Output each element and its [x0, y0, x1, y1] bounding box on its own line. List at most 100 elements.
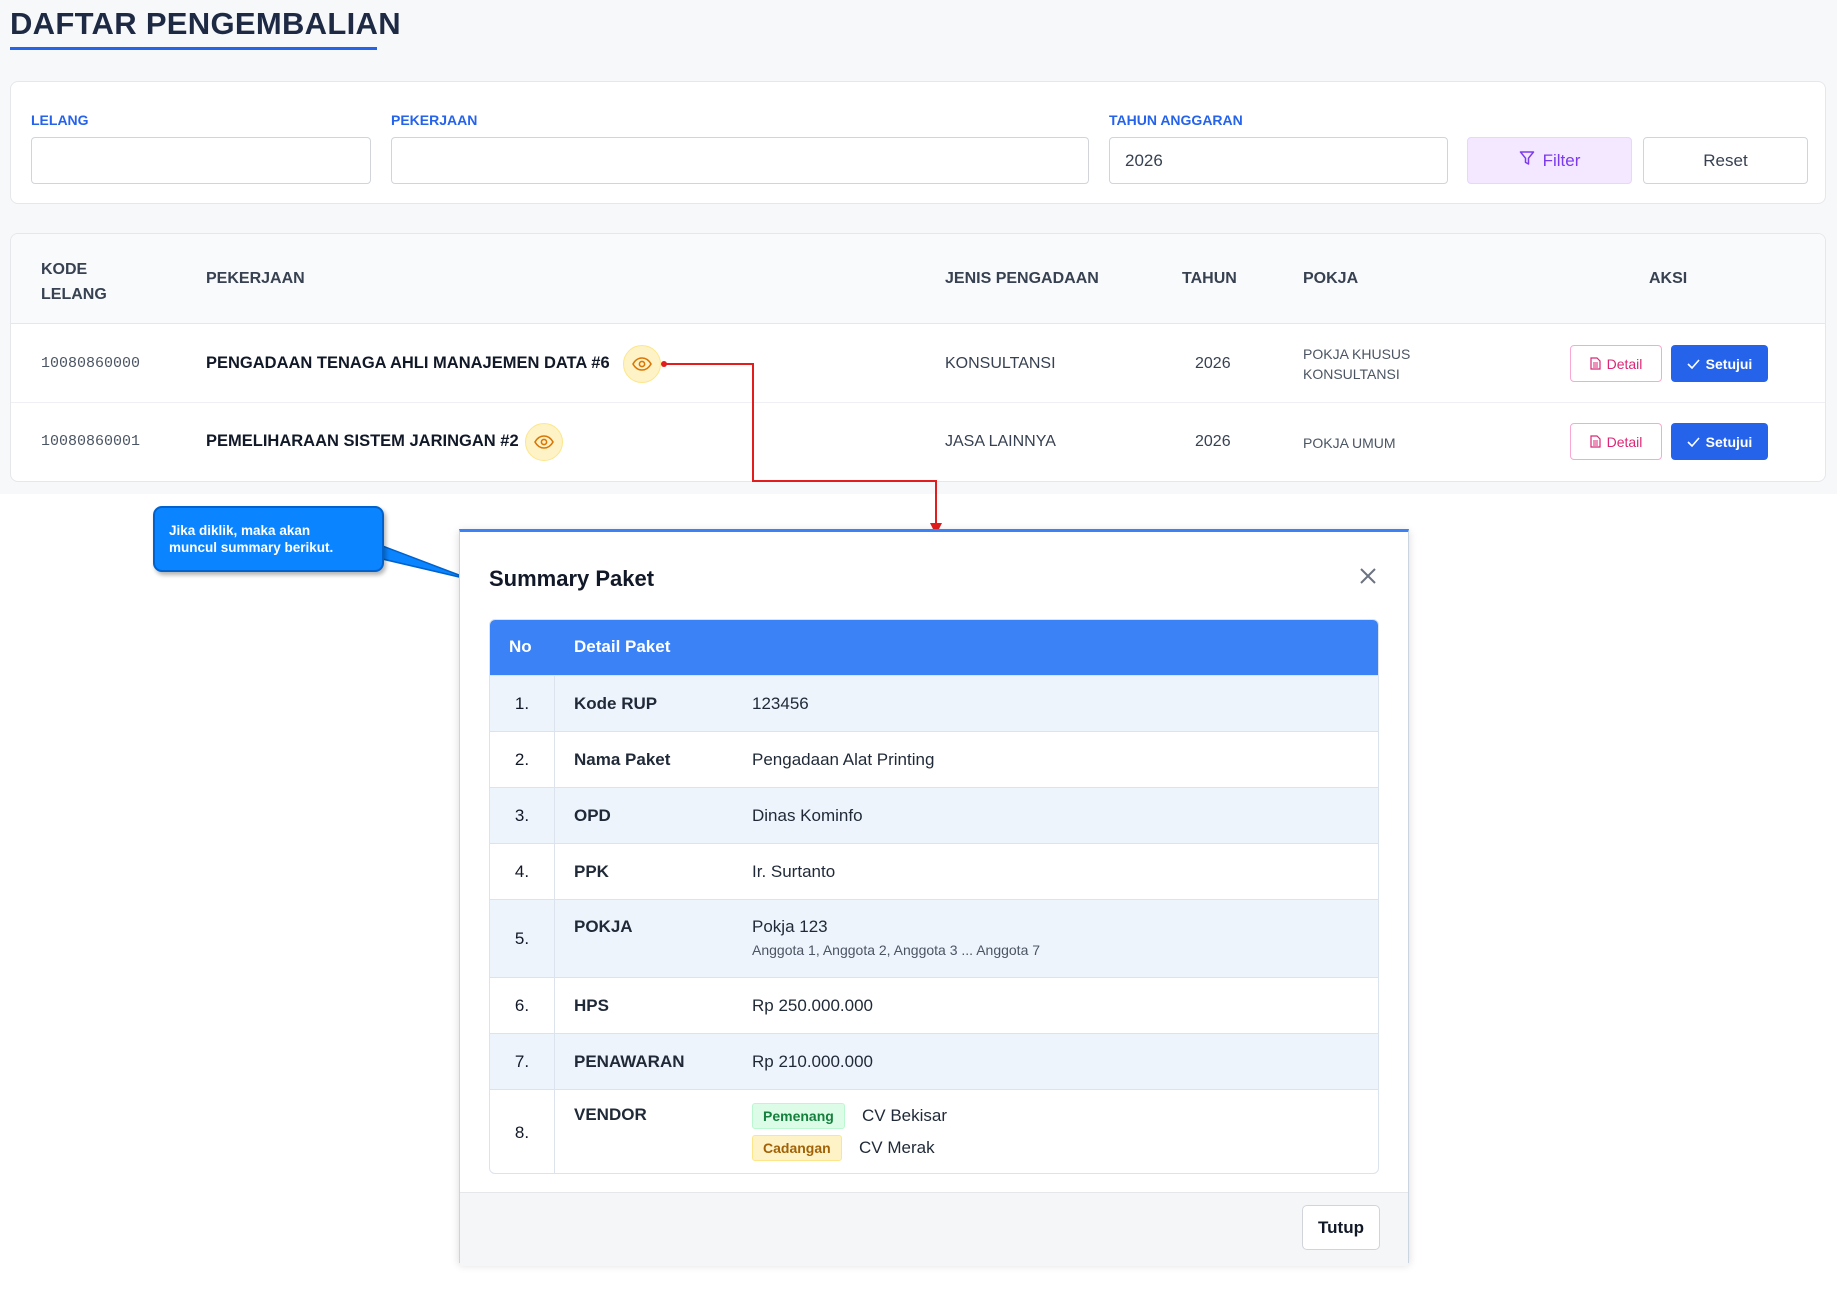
summary-row: 6. HPS Rp 250.000.000: [490, 977, 1378, 1033]
row-value: Pengadaan Alat Printing: [752, 750, 935, 769]
tahun: 2026: [1195, 355, 1231, 372]
vendor-name: CV Merak: [859, 1138, 935, 1157]
eye-icon: [534, 435, 554, 449]
reset-button-label: Reset: [1703, 150, 1748, 170]
kode-lelang: 10080860001: [41, 433, 141, 450]
tutup-button[interactable]: Tutup: [1302, 1205, 1380, 1250]
row-number: 1.: [514, 694, 530, 713]
row-number: 5.: [514, 929, 530, 948]
filter-icon: [1519, 150, 1535, 171]
check-icon: [1687, 358, 1700, 369]
vendor-name: CV Bekisar: [862, 1106, 948, 1125]
row-value: Ir. Surtanto: [752, 862, 836, 881]
row-value: Pokja 123: [752, 917, 828, 936]
pekerjaan-label: PEKERJAAN: [391, 112, 478, 128]
document-icon: [1589, 435, 1601, 448]
pokja: POKJA UMUM: [1303, 433, 1396, 453]
header-pekerjaan: PEKERJAAN: [206, 270, 305, 287]
reset-button[interactable]: Reset: [1643, 137, 1808, 184]
row-value: 123456: [752, 694, 809, 713]
pokja: POKJA KHUSUS KONSULTANSI: [1303, 344, 1410, 384]
pokja-line1: POKJA KHUSUS: [1303, 346, 1411, 362]
detail-button[interactable]: Detail: [1570, 345, 1662, 382]
pekerjaan-input[interactable]: [391, 137, 1089, 184]
row-key: Kode RUP: [574, 694, 658, 713]
row-number: 3.: [514, 806, 530, 825]
row-number: 8.: [514, 1123, 530, 1142]
header-tahun: TAHUN: [1182, 270, 1237, 287]
header-pokja: POKJA: [1303, 270, 1359, 287]
view-summary-button[interactable]: [525, 423, 563, 461]
summary-row: 7. PENAWARAN Rp 210.000.000: [490, 1033, 1378, 1089]
row-key: Nama Paket: [574, 750, 671, 769]
pokja-line1: POKJA UMUM: [1303, 435, 1396, 451]
row-value: Dinas Kominfo: [752, 806, 863, 825]
reserve-badge: Cadangan: [752, 1135, 842, 1161]
modal-close-button[interactable]: [1356, 564, 1380, 588]
summary-modal: Summary Paket No Detail Paket 1. Kode RU…: [459, 529, 1409, 1266]
approve-button[interactable]: Setujui: [1671, 423, 1768, 460]
header-kode-line2: LELANG: [41, 286, 107, 303]
tahun: 2026: [1195, 433, 1231, 450]
row-value: Rp 210.000.000: [752, 1052, 873, 1071]
eye-icon: [632, 357, 652, 371]
summary-row: 8. VENDOR Pemenang CV Bekisar Cadangan C…: [490, 1089, 1378, 1173]
modal-footer: Tutup: [460, 1192, 1408, 1266]
summary-row: 4. PPK Ir. Surtanto: [490, 843, 1378, 899]
filter-button[interactable]: Filter: [1467, 137, 1632, 184]
detail-button[interactable]: Detail: [1570, 423, 1662, 460]
jenis-pengadaan: KONSULTANSI: [945, 355, 1056, 372]
header-kode-lelang: KODE LELANG: [41, 257, 107, 307]
summary-table: No Detail Paket 1. Kode RUP 123456 2. Na…: [489, 619, 1379, 1174]
summary-row: 1. Kode RUP 123456: [490, 675, 1378, 731]
results-table: KODE LELANG PEKERJAAN JENIS PENGADAAN TA…: [10, 233, 1826, 482]
detail-button-label: Detail: [1606, 433, 1643, 450]
annotation-callout: Jika diklik, maka akan muncul summary be…: [153, 506, 384, 572]
summary-row: 3. OPD Dinas Kominfo: [490, 787, 1378, 843]
check-icon: [1687, 436, 1700, 447]
filter-button-label: Filter: [1542, 150, 1581, 170]
approve-button[interactable]: Setujui: [1671, 345, 1768, 382]
lelang-input[interactable]: [31, 137, 371, 184]
pokja-line2: KONSULTANSI: [1303, 366, 1400, 382]
pekerjaan-name: PENGADAAN TENAGA AHLI MANAJEMEN DATA #6: [206, 354, 610, 372]
row-number: 7.: [514, 1052, 530, 1071]
table-row: 10080860000 PENGADAAN TENAGA AHLI MANAJE…: [11, 325, 1825, 403]
row-number: 6.: [514, 996, 530, 1015]
detail-button-label: Detail: [1606, 355, 1643, 372]
row-key: VENDOR: [574, 1105, 647, 1124]
jenis-pengadaan: JASA LAINNYA: [945, 433, 1056, 450]
row-key: HPS: [574, 996, 609, 1015]
table-row: 10080860001 PEMELIHARAAN SISTEM JARINGAN…: [11, 404, 1825, 481]
pokja-members: Anggota 1, Anggota 2, Anggota 3 ... Angg…: [752, 942, 1041, 958]
row-key: OPD: [574, 806, 611, 825]
filter-panel: LELANG PEKERJAAN TAHUN ANGGARAN Filter R…: [10, 81, 1826, 204]
header-jenis-pengadaan: JENIS PENGADAAN: [945, 270, 1099, 287]
close-icon: [1360, 568, 1376, 584]
column-divider: [554, 675, 555, 1173]
title-underline: [10, 47, 377, 50]
row-key: PPK: [574, 862, 609, 881]
row-key: PENAWARAN: [574, 1052, 685, 1071]
document-icon: [1589, 357, 1601, 370]
header-no: No: [509, 637, 532, 656]
page-title: DAFTAR PENGEMBALIAN: [10, 6, 401, 41]
approve-button-label: Setujui: [1705, 355, 1753, 372]
tahun-anggaran-input[interactable]: [1109, 137, 1448, 184]
view-summary-button[interactable]: [623, 345, 661, 383]
summary-table-header: No Detail Paket: [490, 620, 1378, 675]
row-number: 4.: [514, 862, 530, 881]
lelang-label: LELANG: [31, 112, 89, 128]
modal-title: Summary Paket: [489, 566, 655, 591]
header-aksi: AKSI: [1649, 270, 1688, 287]
pekerjaan-name: PEMELIHARAAN SISTEM JARINGAN #2: [206, 432, 519, 450]
row-value: Rp 250.000.000: [752, 996, 873, 1015]
header-kode-line1: KODE: [41, 261, 88, 278]
header-detail-paket: Detail Paket: [574, 637, 671, 656]
table-header: KODE LELANG PEKERJAAN JENIS PENGADAAN TA…: [11, 234, 1825, 324]
summary-row: 5. POKJA Pokja 123 Anggota 1, Anggota 2,…: [490, 899, 1378, 977]
tahun-anggaran-label: TAHUN ANGGARAN: [1109, 112, 1243, 128]
callout-pointer: [377, 543, 473, 581]
summary-row: 2. Nama Paket Pengadaan Alat Printing: [490, 731, 1378, 787]
approve-button-label: Setujui: [1705, 433, 1753, 450]
